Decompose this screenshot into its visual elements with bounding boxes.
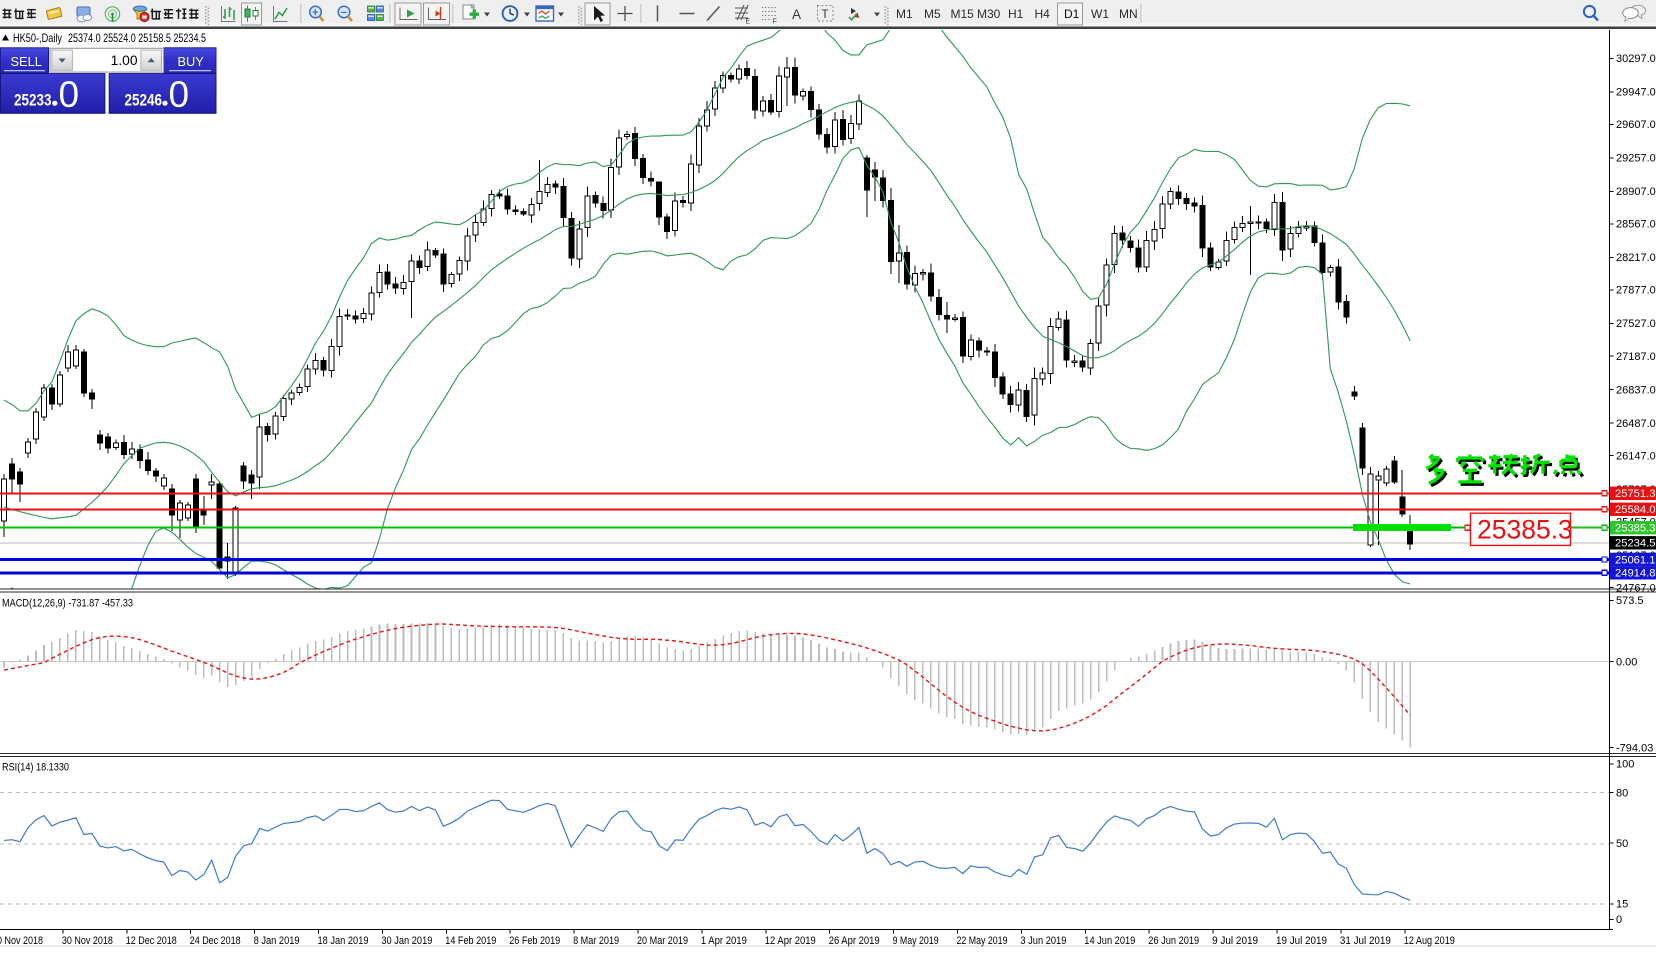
svg-text:573.5: 573.5 [1616, 595, 1644, 607]
svg-text:25385.3: 25385.3 [1477, 515, 1573, 545]
svg-text:25374.0 25524.0 25158.5 25234.: 25374.0 25524.0 25158.5 25234.5 [68, 31, 206, 45]
svg-text:26 Jun 2019: 26 Jun 2019 [1148, 935, 1199, 947]
svg-text:25234.5: 25234.5 [1615, 538, 1655, 550]
svg-text:29607.0: 29607.0 [1616, 119, 1656, 131]
svg-text:20 Mar 2019: 20 Mar 2019 [637, 935, 688, 947]
svg-text:28907.0: 28907.0 [1616, 186, 1656, 198]
svg-text:100: 100 [1616, 759, 1634, 771]
svg-text:12 Apr 2019: 12 Apr 2019 [765, 935, 816, 947]
svg-text:M15: M15 [951, 7, 975, 21]
svg-text:BUY: BUY [178, 54, 205, 69]
svg-text:0: 0 [59, 74, 80, 115]
svg-text:0: 0 [1616, 914, 1622, 926]
svg-text:9 May 2019: 9 May 2019 [893, 935, 939, 947]
svg-text:25233: 25233 [14, 92, 52, 110]
svg-text:25246: 25246 [125, 92, 163, 110]
svg-text:29947.0: 29947.0 [1616, 87, 1656, 99]
svg-text:SELL: SELL [11, 54, 42, 69]
svg-text:24914.8: 24914.8 [1615, 568, 1655, 580]
svg-text:M30: M30 [977, 7, 1001, 21]
svg-text:24 Dec 2018: 24 Dec 2018 [190, 935, 241, 947]
svg-text:8 Mar 2019: 8 Mar 2019 [573, 935, 619, 947]
svg-text:31 Jul 2019: 31 Jul 2019 [1340, 935, 1391, 947]
svg-text:50: 50 [1616, 838, 1628, 850]
svg-text:A: A [792, 7, 801, 22]
svg-text:30 Nov 2018: 30 Nov 2018 [62, 935, 113, 947]
svg-text:25751.3: 25751.3 [1615, 488, 1655, 500]
svg-text:26147.0: 26147.0 [1616, 450, 1656, 462]
svg-text:26 Feb 2019: 26 Feb 2019 [509, 935, 560, 947]
svg-text:H1: H1 [1008, 7, 1024, 21]
svg-text:26837.0: 26837.0 [1616, 384, 1656, 396]
svg-text:27877.0: 27877.0 [1616, 285, 1656, 297]
svg-text:18 Jan 2019: 18 Jan 2019 [318, 935, 369, 947]
svg-text:27187.0: 27187.0 [1616, 351, 1656, 363]
svg-text:H4: H4 [1035, 7, 1051, 21]
svg-text:RSI(14) 18.1330: RSI(14) 18.1330 [2, 762, 69, 774]
svg-text:28567.0: 28567.0 [1616, 219, 1656, 231]
svg-text:3 Jun 2019: 3 Jun 2019 [1020, 935, 1066, 947]
svg-text:19 Jul 2019: 19 Jul 2019 [1276, 935, 1327, 947]
svg-text:-794.03: -794.03 [1616, 743, 1653, 755]
svg-text:14 Feb 2019: 14 Feb 2019 [445, 935, 496, 947]
svg-text:+: + [312, 7, 318, 19]
svg-text:25061.1: 25061.1 [1615, 554, 1655, 566]
svg-text:MN: MN [1119, 7, 1138, 21]
svg-text:14 Jun 2019: 14 Jun 2019 [1084, 935, 1135, 947]
svg-text:80: 80 [1616, 787, 1628, 799]
svg-text:M5: M5 [924, 7, 941, 21]
svg-text:HK50-,Daily: HK50-,Daily [13, 31, 62, 45]
svg-text:27527.0: 27527.0 [1616, 318, 1656, 330]
svg-text:E: E [746, 19, 751, 26]
svg-text:12 Dec 2018: 12 Dec 2018 [126, 935, 177, 947]
svg-text:25385.3: 25385.3 [1615, 523, 1655, 535]
svg-text:22 May 2019: 22 May 2019 [957, 935, 1008, 947]
svg-text:30 Jan 2019: 30 Jan 2019 [381, 935, 432, 947]
svg-text:T: T [822, 9, 829, 21]
svg-text:F: F [773, 19, 777, 26]
svg-text:9 Jul 2019: 9 Jul 2019 [1212, 935, 1258, 947]
svg-text:0.00: 0.00 [1616, 657, 1637, 669]
svg-text:M1: M1 [896, 7, 913, 21]
svg-text:0: 0 [169, 74, 190, 115]
svg-text:26 Apr 2019: 26 Apr 2019 [829, 935, 880, 947]
svg-text:8 Jan 2019: 8 Jan 2019 [254, 935, 300, 947]
svg-text:1 Apr 2019: 1 Apr 2019 [701, 935, 747, 947]
svg-text:25584.0: 25584.0 [1615, 504, 1655, 516]
svg-text:15: 15 [1616, 899, 1628, 911]
svg-text:20 Nov 2018: 20 Nov 2018 [0, 935, 43, 947]
svg-text:D1: D1 [1064, 7, 1080, 21]
svg-text:29257.0: 29257.0 [1616, 153, 1656, 165]
svg-text:12 Aug 2019: 12 Aug 2019 [1404, 935, 1455, 947]
svg-text:W1: W1 [1091, 7, 1109, 21]
svg-text:30297.0: 30297.0 [1616, 53, 1656, 65]
svg-text:1.00: 1.00 [111, 53, 138, 68]
svg-text:−: − [341, 7, 347, 19]
svg-text:24767.0: 24767.0 [1616, 582, 1656, 594]
svg-text:MACD(12,26,9) -731.87 -457.33: MACD(12,26,9) -731.87 -457.33 [2, 598, 133, 610]
svg-text:28217.0: 28217.0 [1616, 252, 1656, 264]
svg-text:26487.0: 26487.0 [1616, 418, 1656, 430]
